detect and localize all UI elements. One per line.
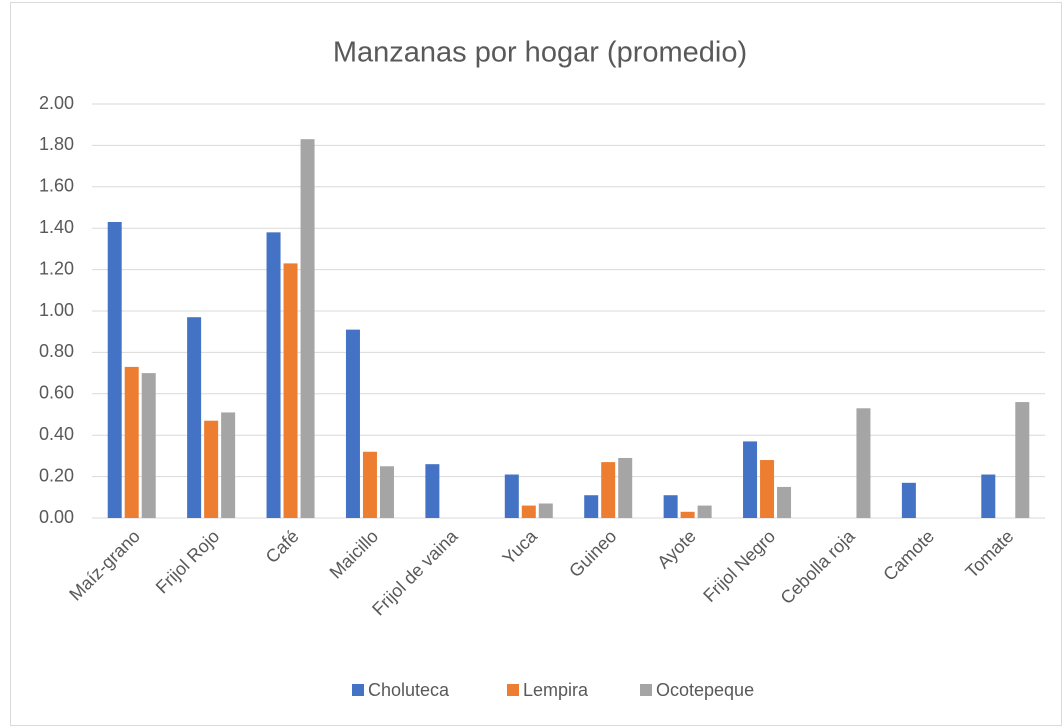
bar xyxy=(601,462,616,518)
bar xyxy=(283,263,298,518)
y-tick-label: 0.00 xyxy=(39,507,74,527)
bar xyxy=(107,221,122,519)
bar xyxy=(345,329,360,518)
y-tick-label: 1.60 xyxy=(39,176,74,196)
bar xyxy=(981,474,996,518)
y-tick-label: 1.20 xyxy=(39,258,74,278)
bar xyxy=(124,366,139,518)
bar xyxy=(266,232,281,518)
legend-swatch xyxy=(352,684,364,696)
y-tick-label: 1.40 xyxy=(39,217,74,237)
bar xyxy=(362,451,377,518)
bar xyxy=(425,464,440,518)
y-tick-label: 0.20 xyxy=(39,465,74,485)
bar xyxy=(901,482,916,518)
bar xyxy=(584,495,599,518)
legend-swatch xyxy=(640,684,652,696)
bar xyxy=(697,505,712,518)
chart-title: Manzanas por hogar (promedio) xyxy=(333,37,747,69)
legend-swatch xyxy=(507,684,519,696)
bar xyxy=(221,412,236,518)
legend-label: Ocotepeque xyxy=(656,680,754,700)
bar xyxy=(680,511,695,518)
legend-label: Lempira xyxy=(523,680,589,700)
y-tick-label: 0.60 xyxy=(39,383,74,403)
bar xyxy=(521,505,536,518)
y-tick-label: 1.00 xyxy=(39,300,74,320)
bar xyxy=(504,474,519,518)
y-tick-label: 2.00 xyxy=(39,93,74,113)
bar xyxy=(618,457,633,518)
bar xyxy=(141,373,156,518)
bar xyxy=(300,139,315,518)
bar xyxy=(187,317,202,518)
y-tick-label: 1.80 xyxy=(39,134,74,154)
bar xyxy=(663,495,678,518)
bar xyxy=(379,466,394,518)
bar xyxy=(760,460,775,518)
y-tick-label: 0.80 xyxy=(39,341,74,361)
bar xyxy=(1015,402,1030,518)
y-tick-label: 0.40 xyxy=(39,424,74,444)
bar xyxy=(856,408,871,518)
bar xyxy=(538,503,553,518)
legend-label: Choluteca xyxy=(368,680,450,700)
chart-area xyxy=(10,2,1062,726)
bar xyxy=(204,420,219,518)
bar xyxy=(743,441,758,518)
bar xyxy=(777,486,792,518)
